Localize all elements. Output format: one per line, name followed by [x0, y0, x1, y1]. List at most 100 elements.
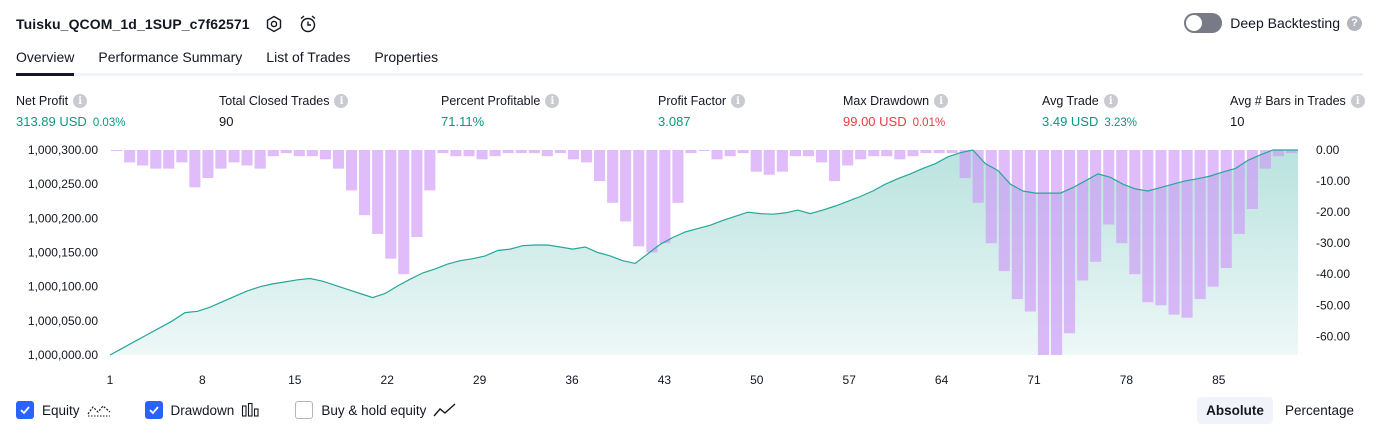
x-tick-label: 8 [199, 373, 206, 387]
drawdown-bar [594, 150, 606, 182]
drawdown-bar [1207, 150, 1219, 287]
y-right-tick-label: -10.00 [1316, 174, 1350, 188]
tab-properties[interactable]: Properties [374, 49, 439, 65]
x-tick-label: 71 [1027, 373, 1041, 387]
drawdown-bar [1246, 150, 1258, 209]
drawdown-bar [463, 150, 475, 157]
drawdown-bar [894, 150, 906, 160]
drawdown-bar [293, 150, 305, 157]
y-left-tick-label: 1,000,000.00 [28, 348, 98, 362]
metric-value: 90 [219, 114, 234, 129]
drawdown-bar [541, 150, 553, 157]
info-icon[interactable]: i [1103, 94, 1118, 108]
buy-hold-checkbox[interactable] [295, 401, 314, 419]
info-icon[interactable]: i [934, 94, 949, 108]
drawdown-bar [332, 150, 344, 169]
equity-drawdown-chart[interactable]: 1,000,300.00 1,000,250.00 1,000,200.00 1,00… [0, 140, 1379, 390]
drawdown-bar [1011, 150, 1023, 300]
equity-line [109, 149, 1298, 356]
info-icon[interactable]: i [334, 94, 349, 108]
buy-hold-line-icon [433, 402, 457, 418]
metric-max-drawdown: Max Drawdown i 99.00 USD 0.01% [843, 93, 949, 129]
metric-value: 10 [1230, 114, 1245, 129]
drawdown-bar [1116, 150, 1128, 244]
drawdown-bar [1077, 150, 1089, 281]
drawdown-bar [1037, 150, 1049, 355]
drawdown-bar [437, 150, 449, 154]
drawdown-bar [724, 150, 736, 157]
drawdown-bar [868, 150, 880, 157]
chart-legend: Equity Drawdown Buy & hold equity [16, 401, 491, 419]
info-icon[interactable]: i [1350, 94, 1365, 108]
add-alert-icon[interactable] [298, 14, 318, 34]
x-tick-label: 78 [1120, 373, 1134, 387]
drawdown-bar [855, 150, 867, 160]
x-tick-label: 29 [473, 373, 487, 387]
tab-list-of-trades[interactable]: List of Trades [266, 49, 351, 65]
drawdown-bar [528, 150, 540, 154]
drawdown-bar [202, 150, 214, 178]
info-icon[interactable]: i [731, 94, 746, 108]
metric-value: 313.89 USD [16, 114, 87, 129]
metric-percent: 0.03% [92, 117, 126, 129]
drawdown-bar [372, 150, 384, 234]
legend-label: Drawdown [170, 402, 235, 418]
drawdown-bar [567, 150, 579, 160]
drawdown-bar [907, 150, 919, 157]
metrics-row: Net Profit i 313.89 USD 0.03% Total Closed… [16, 93, 1365, 133]
tab-overview[interactable]: Overview [16, 40, 75, 76]
settings-icon[interactable] [264, 14, 284, 34]
y-right-tick-label: -40.00 [1316, 267, 1350, 281]
mode-percentage[interactable]: Percentage [1284, 403, 1354, 418]
legend-label: Buy & hold equity [321, 402, 427, 418]
drawdown-bar [802, 150, 814, 157]
y-left-tick-label: 1,000,050.00 [28, 314, 98, 328]
drawdown-bar [698, 150, 710, 151]
equity-checkbox[interactable] [16, 401, 34, 419]
drawdown-bar [359, 150, 371, 216]
help-icon[interactable]: ? [1347, 15, 1362, 31]
drawdown-bar [959, 150, 971, 178]
drawdown-bar [998, 150, 1010, 272]
drawdown-bar [620, 150, 632, 222]
drawdown-bar [763, 150, 775, 175]
display-mode-switch: Absolute Percentage [1194, 397, 1363, 424]
legend-drawdown[interactable]: Drawdown [144, 401, 262, 419]
metric-avg-trade: Avg Trade i 3.49 USD 3.23% [1042, 93, 1137, 129]
drawdown-bar [1168, 150, 1180, 315]
metric-label: Profit Factor [658, 94, 727, 108]
drawdown-bar [1285, 150, 1297, 154]
metric-label: Max Drawdown [843, 94, 930, 108]
drawdown-bar [646, 150, 658, 253]
drawdown-bar [816, 150, 828, 163]
drawdown-bar [920, 150, 932, 154]
info-icon[interactable]: i [73, 94, 88, 108]
legend-equity[interactable]: Equity [16, 401, 111, 419]
drawdown-bar [1024, 150, 1036, 312]
tab-performance-summary[interactable]: Performance Summary [98, 49, 243, 65]
drawdown-bar [515, 150, 527, 154]
drawdown-bar [385, 150, 397, 259]
deep-backtesting-toggle[interactable] [1184, 13, 1223, 33]
metric-percent-profitable: Percent Profitable i 71.11% [441, 93, 560, 129]
metric-value: 99.00 USD [843, 114, 907, 129]
drawdown-bar [1220, 150, 1232, 268]
drawdown-bar [398, 150, 410, 275]
metric-value: 3.49 USD [1042, 114, 1099, 129]
x-tick-label: 22 [381, 373, 395, 387]
metric-net-profit: Net Profit i 313.89 USD 0.03% [16, 93, 125, 129]
mode-absolute[interactable]: Absolute [1197, 397, 1273, 424]
legend-buy-hold-equity[interactable]: Buy & hold equity [295, 401, 457, 419]
x-tick-label: 15 [288, 373, 302, 387]
drawdown-bar [254, 150, 266, 169]
drawdown-bar [672, 150, 684, 203]
x-tick-label: 85 [1212, 373, 1226, 387]
drawdown-bar [319, 150, 331, 160]
drawdown-bar [1142, 150, 1154, 303]
x-tick-label: 57 [843, 373, 857, 387]
drawdown-checkbox[interactable] [144, 401, 163, 419]
drawdown-bar [1233, 150, 1245, 234]
x-tick-label: 50 [750, 373, 764, 387]
info-icon[interactable]: i [545, 94, 560, 108]
drawdown-bar [881, 150, 893, 157]
